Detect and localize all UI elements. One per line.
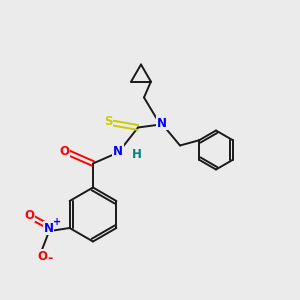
Text: +: + [53, 217, 61, 227]
Text: N: N [157, 116, 167, 130]
Text: N: N [113, 145, 123, 158]
Text: H: H [132, 148, 141, 161]
Text: O: O [38, 250, 48, 263]
Text: N: N [44, 221, 54, 235]
Text: O: O [24, 208, 34, 222]
Text: O: O [59, 145, 70, 158]
Text: -: - [47, 252, 52, 265]
Text: S: S [104, 115, 112, 128]
